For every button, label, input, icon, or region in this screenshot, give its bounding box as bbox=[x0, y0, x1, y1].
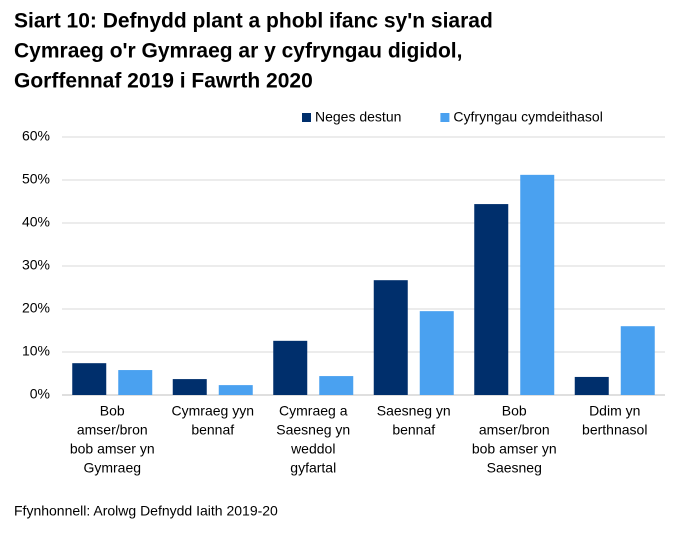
bar bbox=[319, 376, 354, 395]
legend-label: Cyfryngau cymdeithasol bbox=[453, 109, 602, 125]
x-tick-label: Gymraeg bbox=[83, 460, 141, 476]
y-tick-label: 20% bbox=[22, 300, 50, 316]
bar bbox=[172, 379, 207, 395]
y-tick-label: 50% bbox=[22, 171, 50, 187]
x-tick-label: Cymraeg yyn bbox=[172, 403, 254, 419]
bar bbox=[218, 385, 253, 395]
bar bbox=[118, 370, 153, 395]
chart-title: Siart 10: Defnydd plant a phobl ifanc sy… bbox=[14, 10, 493, 33]
x-tick-label: weddol bbox=[290, 441, 335, 457]
x-tick-label: Bob bbox=[502, 403, 527, 419]
y-tick-label: 30% bbox=[22, 257, 50, 273]
legend-label: Neges destun bbox=[315, 109, 401, 125]
bar bbox=[474, 204, 509, 395]
x-tick-label: Bob bbox=[100, 403, 125, 419]
bar bbox=[72, 363, 107, 395]
y-tick-label: 0% bbox=[30, 386, 50, 402]
y-tick-label: 40% bbox=[22, 214, 50, 230]
y-tick-label: 60% bbox=[22, 128, 50, 144]
x-tick-label: bennaf bbox=[191, 422, 234, 438]
chart-title: Cymraeg o'r Gymraeg ar y cyfryngau digid… bbox=[14, 40, 462, 63]
legend-swatch bbox=[440, 113, 450, 122]
x-tick-label: gyfartal bbox=[290, 460, 336, 476]
x-tick-label: Ddim yn bbox=[589, 403, 640, 419]
x-tick-label: berthnasol bbox=[582, 422, 647, 438]
bar bbox=[273, 340, 308, 395]
bar bbox=[520, 174, 555, 395]
chart-title: Gorffennaf 2019 i Fawrth 2020 bbox=[14, 70, 313, 93]
x-tick-label: Saesneg bbox=[487, 460, 542, 476]
x-tick-label: bob amser yn bbox=[70, 441, 155, 457]
x-tick-label: amser/bron bbox=[479, 422, 550, 438]
x-tick-label: Cymraeg a bbox=[279, 403, 348, 419]
x-tick-label: Saesneg yn bbox=[276, 422, 350, 438]
y-tick-label: 10% bbox=[22, 343, 50, 359]
bar bbox=[419, 311, 454, 395]
bar bbox=[574, 376, 609, 395]
source: Ffynhonnell: Arolwg Defnydd Iaith 2019-2… bbox=[14, 503, 278, 519]
x-tick-label: Saesneg yn bbox=[377, 403, 451, 419]
bar bbox=[620, 326, 655, 395]
bar bbox=[373, 280, 408, 395]
legend-swatch bbox=[302, 113, 311, 122]
x-tick-label: bennaf bbox=[392, 422, 435, 438]
x-tick-label: bob amser yn bbox=[472, 441, 557, 457]
x-tick-label: amser/bron bbox=[77, 422, 148, 438]
